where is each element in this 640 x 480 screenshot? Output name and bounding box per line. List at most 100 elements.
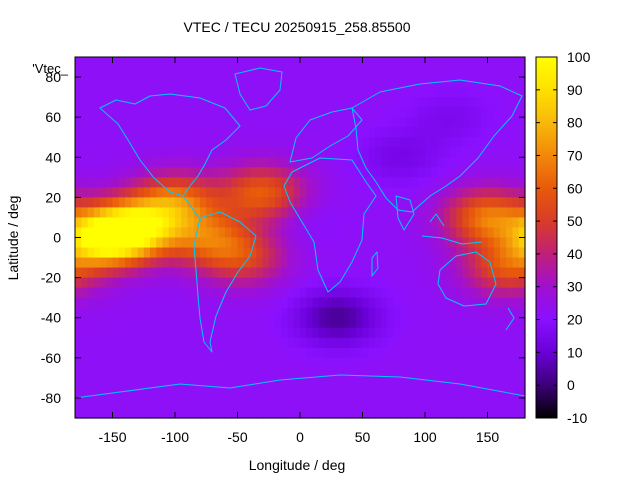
heatmap-cell	[350, 207, 357, 219]
heatmap-cell	[300, 127, 307, 138]
heatmap-cell	[175, 407, 182, 419]
heatmap-cell	[393, 327, 401, 339]
heatmap-cell	[312, 157, 320, 168]
heatmap-cell	[100, 377, 107, 389]
heatmap-cell	[231, 187, 239, 198]
heatmap-cell	[125, 207, 132, 219]
heatmap-cell	[225, 77, 232, 88]
heatmap-cell	[506, 117, 514, 128]
heatmap-cell	[406, 277, 414, 289]
heatmap-cell	[400, 57, 407, 68]
heatmap-cell	[168, 247, 176, 259]
heatmap-cell	[425, 317, 432, 329]
heatmap-cell	[500, 297, 507, 309]
heatmap-cell	[500, 217, 507, 229]
heatmap-cell	[206, 207, 214, 219]
heatmap-cell	[193, 167, 201, 178]
heatmap-cell	[181, 397, 189, 409]
heatmap-cell	[93, 407, 101, 419]
heatmap-cell	[443, 67, 451, 78]
heatmap-cell	[462, 97, 470, 108]
heatmap-cell	[481, 377, 489, 389]
heatmap-cell	[256, 117, 264, 128]
heatmap-cell	[512, 337, 520, 349]
heatmap-cell	[368, 277, 376, 289]
heatmap-cell	[93, 277, 101, 289]
heatmap-cell	[412, 217, 420, 229]
heatmap-cell	[112, 237, 120, 249]
heatmap-cell	[175, 327, 182, 339]
heatmap-cell	[137, 367, 145, 379]
heatmap-cell	[356, 207, 364, 219]
heatmap-cell	[231, 407, 239, 419]
heatmap-cell	[287, 177, 295, 188]
heatmap-cell	[106, 137, 114, 148]
heatmap-cell	[300, 327, 307, 339]
heatmap-cell	[468, 177, 476, 188]
heatmap-cell	[493, 137, 501, 148]
heatmap-cell	[187, 177, 195, 188]
heatmap-cell	[506, 87, 514, 98]
heatmap-cell	[168, 177, 176, 188]
heatmap-cell	[456, 397, 464, 409]
heatmap-cell	[337, 297, 345, 309]
heatmap-cell	[512, 357, 520, 369]
heatmap-cell	[325, 217, 332, 229]
heatmap-cell	[318, 357, 326, 369]
heatmap-cell	[293, 227, 301, 239]
australia-outline	[437, 251, 497, 307]
heatmap-cell	[150, 257, 157, 269]
heatmap-cell	[137, 387, 145, 399]
heatmap-cell	[312, 107, 320, 118]
heatmap-cell	[418, 247, 426, 259]
heatmap-cell	[343, 197, 351, 209]
heatmap-cell	[250, 77, 257, 88]
heatmap-cell	[131, 207, 139, 219]
heatmap-cell	[281, 387, 289, 399]
heatmap-cell	[262, 307, 270, 319]
heatmap-cell	[456, 297, 464, 309]
asia-outline	[351, 79, 523, 213]
heatmap-cell	[168, 387, 176, 399]
heatmap-cell	[143, 377, 151, 389]
heatmap-cell	[212, 277, 220, 289]
heatmap-cell	[175, 357, 182, 369]
heatmap-cell	[412, 207, 420, 219]
heatmap-cell	[243, 97, 251, 108]
heatmap-cell	[318, 257, 326, 269]
heatmap-cell	[100, 167, 107, 178]
heatmap-cell	[375, 197, 382, 209]
heatmap-cell	[500, 167, 507, 178]
heatmap-cell	[293, 277, 301, 289]
heatmap-cell	[437, 227, 445, 239]
heatmap-cell	[306, 387, 314, 399]
heatmap-cell	[400, 77, 407, 88]
heatmap-cell	[368, 377, 376, 389]
heatmap-cell	[131, 267, 139, 279]
heatmap-cell	[300, 237, 307, 249]
heatmap-cell	[325, 287, 332, 299]
heatmap-cell	[143, 197, 151, 209]
heatmap-cell	[406, 87, 414, 98]
heatmap-cell	[350, 227, 357, 239]
heatmap-cell	[206, 117, 214, 128]
heatmap-cell	[481, 257, 489, 269]
heatmap-cell	[87, 397, 95, 409]
heatmap-cell	[368, 347, 376, 359]
heatmap-cell	[187, 167, 195, 178]
heatmap-cell	[181, 107, 189, 118]
heatmap-cell	[150, 327, 157, 339]
heatmap-cell	[275, 97, 282, 108]
heatmap-cell	[143, 57, 151, 68]
heatmap-cell	[175, 267, 182, 279]
heatmap-cell	[231, 117, 239, 128]
heatmap-cell	[443, 177, 451, 188]
heatmap-cell	[506, 357, 514, 369]
heatmap-cell	[212, 397, 220, 409]
heatmap-cell	[156, 267, 164, 279]
heatmap-cell	[162, 177, 170, 188]
heatmap-cell	[150, 107, 157, 118]
heatmap-cell	[268, 377, 276, 389]
heatmap-cell	[412, 87, 420, 98]
